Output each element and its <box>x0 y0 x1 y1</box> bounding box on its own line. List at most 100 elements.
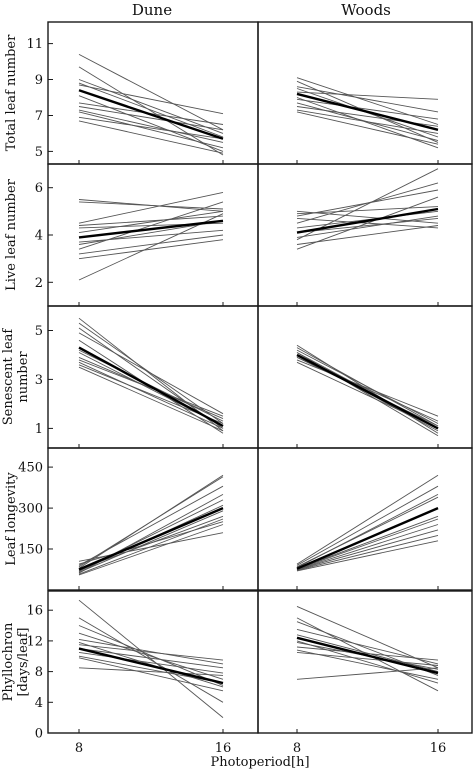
x-tick-16-woods: 16 <box>430 741 447 756</box>
individual-line-total-leaf-number-woods-10 <box>296 111 439 145</box>
individual-line-total-leaf-number-woods-11 <box>296 86 439 113</box>
y-tick-label-live-leaf-number-6: 6 <box>35 181 43 196</box>
x-tick-8-woods: 8 <box>293 741 301 756</box>
individual-line-leaf-longevity-woods-11 <box>296 529 439 571</box>
y-axis-label-phyllochron-line-2: [days/leaf] <box>16 627 31 696</box>
y-tick-label-leaf-longevity-300: 300 <box>18 502 43 517</box>
individual-line-phyllochron-dune-6 <box>78 644 224 661</box>
individual-line-phyllochron-dune-3 <box>78 625 224 686</box>
individual-line-senescent-leaf-number-woods-7 <box>296 359 439 417</box>
column-title-woods: Woods <box>341 1 391 19</box>
individual-line-phyllochron-dune-4 <box>78 632 224 680</box>
y-axis-label-leaf-longevity: Leaf longevity <box>4 472 19 566</box>
individual-line-total-leaf-number-dune-5 <box>78 84 224 115</box>
individual-line-total-leaf-number-woods-9 <box>296 109 439 134</box>
y-tick-label-phyllochron-0: 0 <box>35 727 43 742</box>
y-tick-label-total-leaf-number-11: 11 <box>26 37 43 52</box>
individual-line-total-leaf-number-woods-6 <box>296 98 439 120</box>
individual-line-total-leaf-number-dune-4 <box>78 82 224 138</box>
individual-line-total-leaf-number-woods-4 <box>296 91 439 100</box>
individual-line-total-leaf-number-dune-2 <box>78 66 224 156</box>
individual-line-total-leaf-number-dune-1 <box>78 54 224 131</box>
individual-line-leaf-longevity-woods-6 <box>296 524 439 570</box>
individual-line-total-leaf-number-woods-1 <box>296 77 439 125</box>
y-tick-label-senescent-leaf-number-1: 1 <box>35 422 43 437</box>
individual-line-phyllochron-dune-11 <box>78 667 224 676</box>
mean-line-leaf-longevity-dune <box>78 506 224 571</box>
individual-line-live-leaf-number-dune-9 <box>78 201 224 250</box>
panel-frame-phyllochron-dune <box>47 590 259 734</box>
individual-line-live-leaf-number-dune-11 <box>78 239 224 260</box>
mean-line-total-leaf-number-woods <box>296 92 439 131</box>
individual-line-phyllochron-dune-8 <box>78 651 224 674</box>
mean-line-senescent-leaf-number-woods <box>296 353 439 430</box>
y-tick-label-phyllochron-8: 8 <box>35 665 43 680</box>
individual-line-live-leaf-number-dune-3 <box>78 191 224 224</box>
individual-line-total-leaf-number-dune-12 <box>78 116 224 140</box>
individual-line-senescent-leaf-number-dune-4 <box>78 332 224 415</box>
y-tick-label-total-leaf-number-9: 9 <box>35 73 43 88</box>
individual-line-leaf-longevity-dune-5 <box>78 474 224 569</box>
x-tick-16-dune: 16 <box>215 741 232 756</box>
y-tick-label-live-leaf-number-4: 4 <box>35 229 43 244</box>
panel-frame-total-leaf-number-woods <box>257 21 473 165</box>
individual-line-leaf-longevity-woods-5 <box>296 515 439 570</box>
individual-line-phyllochron-woods-6 <box>296 640 439 684</box>
y-tick-label-phyllochron-12: 12 <box>26 634 43 649</box>
y-axis-label-senescent-leaf-number-line-2: number <box>16 351 31 403</box>
panel-frame-senescent-leaf-number-woods <box>257 305 473 449</box>
y-axis-label-phyllochron-line-1: Phyllochron <box>1 622 16 701</box>
individual-line-phyllochron-dune-10 <box>78 657 224 692</box>
y-tick-label-leaf-longevity-150: 150 <box>18 543 43 558</box>
individual-line-phyllochron-dune-7 <box>78 648 224 669</box>
panel-grid: 5 7 9 11 Total leaf number 2 4 6 Live leaf numbe… <box>1 21 473 742</box>
individual-line-phyllochron-dune-1 <box>78 599 224 718</box>
individual-line-leaf-longevity-woods-7 <box>296 534 439 571</box>
individual-line-live-leaf-number-woods-9 <box>296 225 439 245</box>
individual-line-live-leaf-number-dune-10 <box>78 234 224 255</box>
individual-line-total-leaf-number-woods-5 <box>296 97 439 149</box>
individual-line-total-leaf-number-dune-3 <box>78 79 224 134</box>
individual-line-leaf-longevity-woods-10 <box>296 518 439 570</box>
individual-line-total-leaf-number-dune-11 <box>78 120 224 154</box>
individual-line-leaf-longevity-dune-11 <box>78 524 224 576</box>
individual-line-leaf-longevity-dune-8 <box>78 510 224 573</box>
individual-line-senescent-leaf-number-dune-9 <box>78 361 224 429</box>
panel-frame-leaf-longevity-woods <box>257 447 473 591</box>
individual-line-live-leaf-number-woods-2 <box>296 206 439 215</box>
individual-line-phyllochron-woods-10 <box>296 667 439 680</box>
individual-line-leaf-longevity-woods-2 <box>296 485 439 566</box>
individual-line-phyllochron-dune-5 <box>78 638 224 665</box>
y-tick-label-total-leaf-number-7: 7 <box>35 109 43 124</box>
mean-line-live-leaf-number-dune <box>78 219 224 239</box>
individual-line-leaf-longevity-woods-9 <box>296 494 439 568</box>
individual-line-live-leaf-number-dune-4 <box>78 215 224 226</box>
individual-line-leaf-longevity-woods-8 <box>296 540 439 572</box>
x-axis-title: Photoperiod[h] <box>210 755 309 769</box>
y-tick-label-senescent-leaf-number-5: 5 <box>35 324 43 339</box>
individual-line-total-leaf-number-dune-10 <box>78 111 224 149</box>
individual-line-live-leaf-number-woods-10 <box>296 196 439 250</box>
y-tick-label-phyllochron-4: 4 <box>35 696 43 711</box>
y-axis-label-total-leaf-number: Total leaf number <box>4 34 19 151</box>
individual-line-total-leaf-number-dune-8 <box>78 106 224 131</box>
mean-line-phyllochron-dune <box>78 647 224 685</box>
individual-line-total-leaf-number-dune-6 <box>78 95 224 152</box>
mean-line-phyllochron-woods <box>296 636 439 675</box>
individual-line-leaf-longevity-woods-1 <box>296 474 439 565</box>
y-tick-label-phyllochron-16: 16 <box>26 604 43 619</box>
individual-line-total-leaf-number-dune-9 <box>78 109 224 143</box>
individual-line-phyllochron-woods-8 <box>296 646 439 661</box>
individual-line-live-leaf-number-dune-2 <box>78 201 224 210</box>
x-tick-8-dune: 8 <box>75 741 83 756</box>
panel-frame-senescent-leaf-number-dune <box>47 305 259 449</box>
individual-line-live-leaf-number-dune-7 <box>78 229 224 243</box>
column-title-dune: Dune <box>132 1 172 19</box>
individual-line-senescent-leaf-number-woods-3 <box>296 349 439 424</box>
individual-line-senescent-leaf-number-dune-10 <box>78 366 224 432</box>
y-tick-label-live-leaf-number-2: 2 <box>35 276 43 291</box>
y-axis-label-senescent-leaf-number-line-1: Senescent leaf <box>1 328 16 426</box>
individual-line-phyllochron-woods-11 <box>296 651 439 666</box>
y-axis-label-live-leaf-number: Live leaf number <box>4 178 19 291</box>
